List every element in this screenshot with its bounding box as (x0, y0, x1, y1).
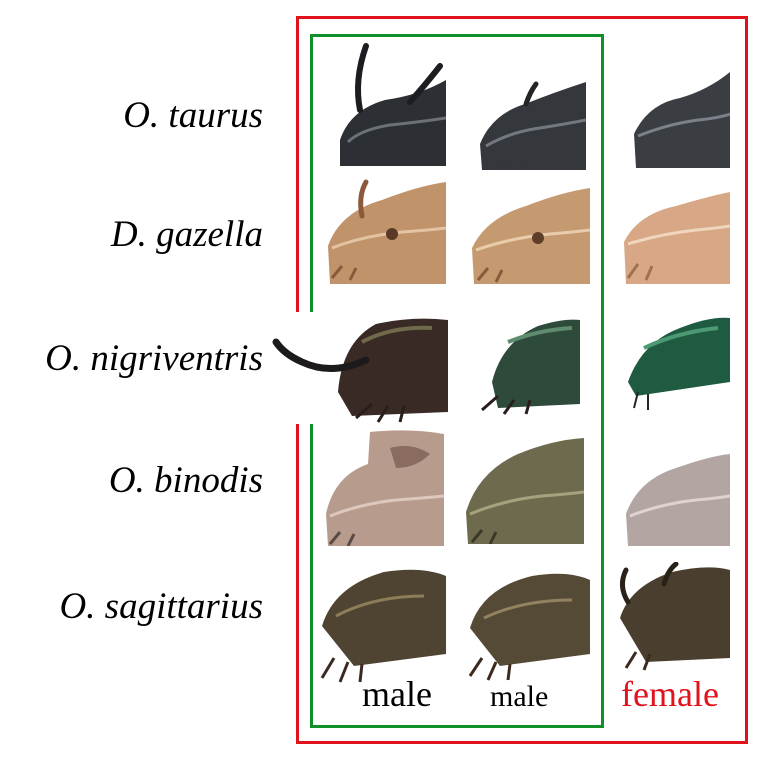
o-sagittarius-minor-male-photo (460, 568, 590, 682)
o-nigriventris-minor-male-photo (468, 312, 580, 418)
o-nigriventris-major-male-photo (272, 312, 448, 424)
o-nigriventris-female-photo (622, 312, 730, 412)
species-label-o-sagittarius: O. sagittarius (59, 586, 263, 627)
o-binodis-female-photo (620, 444, 730, 546)
d-gazella-female-photo (620, 178, 730, 284)
d-gazella-major-male-photo (322, 176, 446, 284)
o-taurus-major-male-photo (330, 40, 446, 166)
column-label-major-male: male (362, 674, 432, 714)
species-label-o-taurus: O. taurus (123, 95, 263, 136)
species-label-d-gazella: D. gazella (110, 214, 263, 255)
o-binodis-minor-male-photo (460, 432, 584, 544)
o-sagittarius-major-male-photo (314, 566, 446, 684)
species-label-o-nigriventris: O. nigriventris (45, 338, 263, 379)
d-gazella-minor-male-photo (466, 178, 590, 284)
column-label-minor-male: male (490, 680, 549, 713)
o-taurus-female-photo (628, 64, 730, 168)
o-taurus-minor-male-photo (470, 62, 586, 170)
o-binodis-major-male-photo (320, 428, 444, 546)
o-sagittarius-female-photo (612, 562, 730, 672)
species-label-o-binodis: O. binodis (108, 460, 263, 501)
column-label-female: female (621, 674, 719, 714)
